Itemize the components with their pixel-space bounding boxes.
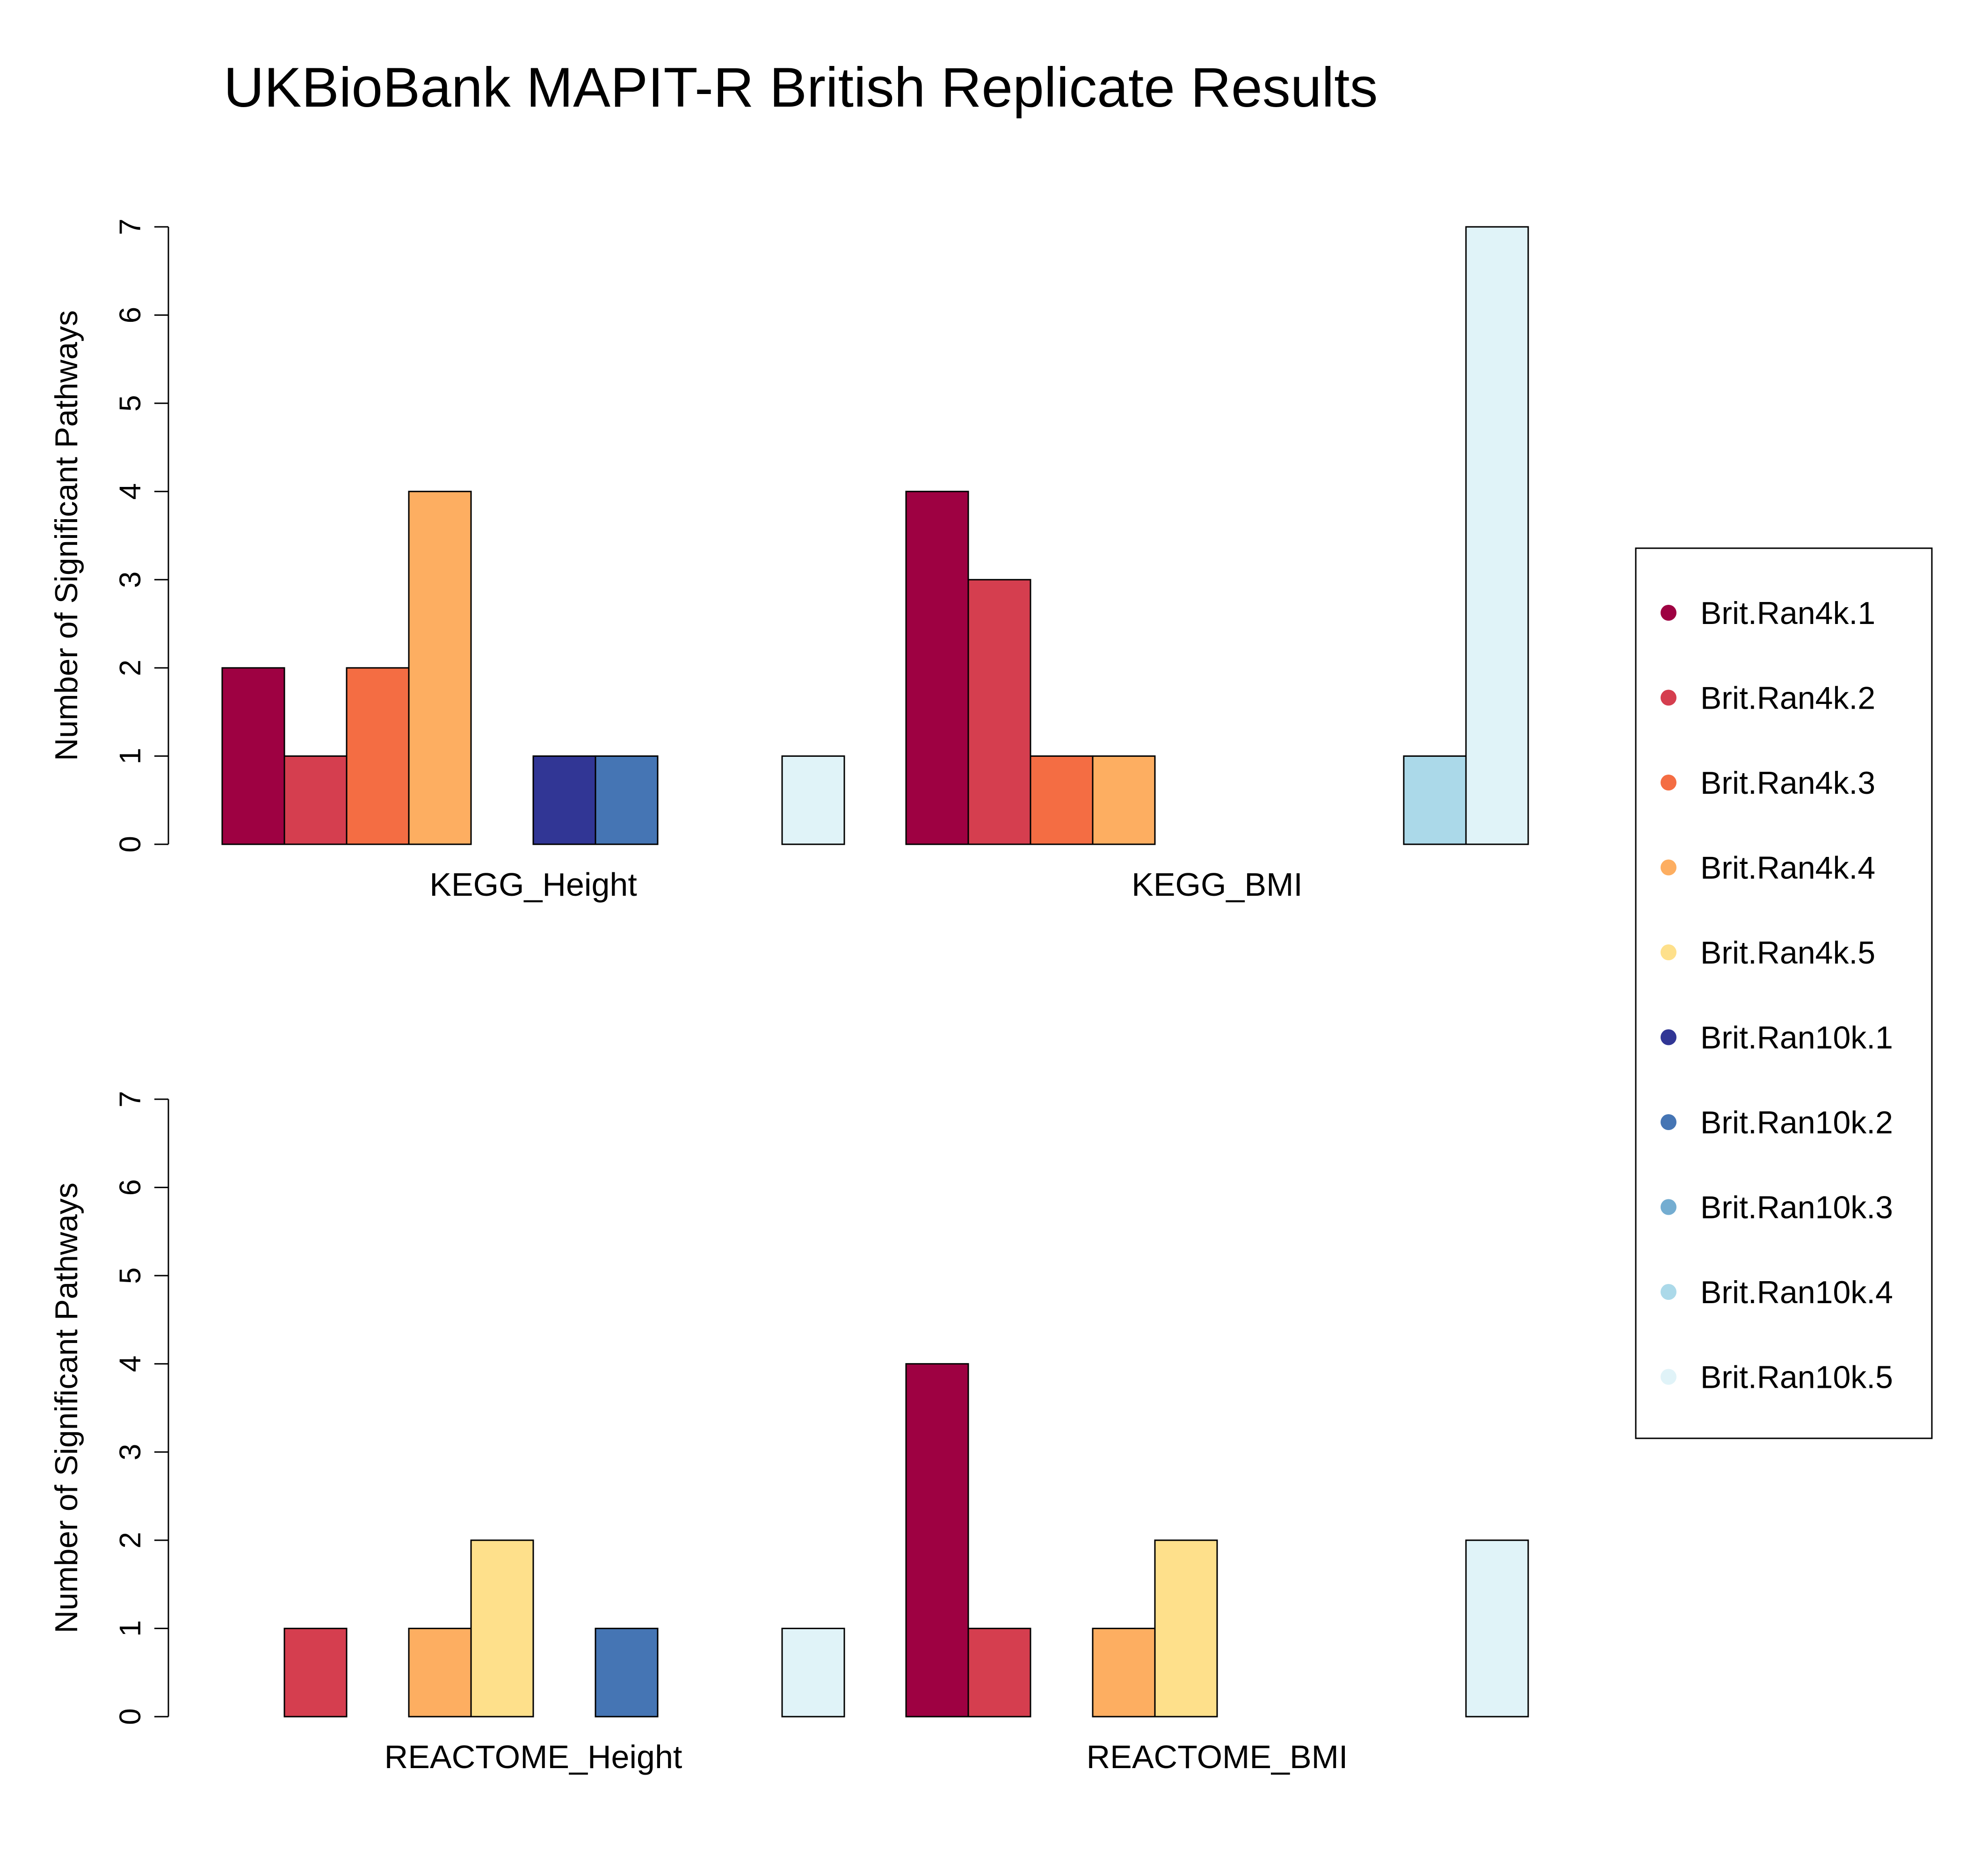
y-tick-label: 4 <box>113 483 147 500</box>
category-label: REACTOME_Height <box>385 1739 682 1775</box>
legend-label: Brit.Ran4k.5 <box>1700 935 1875 971</box>
y-tick-label: 2 <box>113 660 147 676</box>
bar <box>1092 755 1156 845</box>
legend: Brit.Ran4k.1 Brit.Ran4k.2 Brit.Ran4k.3 Brit… <box>1635 547 1933 1439</box>
legend-label: Brit.Ran10k.2 <box>1700 1105 1893 1140</box>
bar <box>1465 226 1529 845</box>
legend-marker <box>1661 944 1676 960</box>
legend-label: Brit.Ran4k.3 <box>1700 765 1875 801</box>
bar <box>1403 755 1467 845</box>
y-tick-label: 3 <box>113 571 147 588</box>
bar <box>967 579 1031 845</box>
legend-marker <box>1661 859 1676 876</box>
category-label: KEGG_Height <box>429 866 637 903</box>
legend-label: Brit.Ran10k.4 <box>1700 1275 1893 1310</box>
legend-item: Brit.Ran10k.5 <box>1661 1360 1893 1395</box>
y-tick-label: 5 <box>113 1267 147 1284</box>
legend-item: Brit.Ran4k.1 <box>1661 595 1875 631</box>
legend-label: Brit.Ran10k.3 <box>1700 1190 1893 1226</box>
bar <box>283 1627 348 1718</box>
category-label: REACTOME_BMI <box>1087 1739 1348 1775</box>
bar <box>1154 1539 1218 1718</box>
legend-item: Brit.Ran4k.3 <box>1661 765 1875 801</box>
y-axis-label: Number of Significant Pathways <box>49 1182 84 1633</box>
category-label: KEGG_BMI <box>1132 866 1303 903</box>
legend-label: Brit.Ran10k.5 <box>1700 1360 1893 1395</box>
y-tick-label: 6 <box>113 1179 147 1196</box>
legend-label: Brit.Ran4k.1 <box>1700 595 1875 631</box>
bar-group <box>905 1363 1529 1718</box>
legend-item: Brit.Ran10k.4 <box>1661 1275 1893 1310</box>
legend-item: Brit.Ran4k.2 <box>1661 681 1875 716</box>
legend-label: Brit.Ran4k.4 <box>1700 850 1875 886</box>
bar <box>967 1627 1031 1718</box>
y-tick-label: 1 <box>113 748 147 765</box>
legend-label: Brit.Ran10k.1 <box>1700 1020 1893 1056</box>
bar <box>408 1627 472 1718</box>
legend-marker <box>1661 775 1676 790</box>
chart-panels: 0 1 2 3 4 5 6 7 Number of Significant Pathways KE… <box>49 218 1529 1775</box>
legend-box <box>1635 547 1933 1439</box>
bar <box>1465 1539 1529 1718</box>
legend-label: Brit.Ran4k.2 <box>1700 681 1875 716</box>
y-tick-label: 2 <box>113 1532 147 1549</box>
legend-item: Brit.Ran4k.5 <box>1661 935 1875 971</box>
bar-group <box>283 1539 845 1718</box>
legend-marker <box>1661 1114 1676 1130</box>
bar <box>532 755 596 845</box>
bar <box>595 1627 659 1718</box>
panel-1: 0 1 2 3 4 5 6 7 Number of Significant Pathways KE… <box>49 218 1529 903</box>
y-tick-label: 1 <box>113 1620 147 1637</box>
bar <box>905 1363 969 1718</box>
legend-item: Brit.Ran10k.2 <box>1661 1105 1893 1140</box>
legend-item: Brit.Ran10k.3 <box>1661 1190 1893 1226</box>
bar <box>408 491 472 845</box>
bar <box>781 1627 845 1718</box>
y-tick-label: 3 <box>113 1443 147 1460</box>
y-tick-label: 7 <box>113 218 147 235</box>
y-tick-label: 5 <box>113 395 147 412</box>
legend-marker <box>1661 1284 1676 1300</box>
y-tick-label: 6 <box>113 307 147 324</box>
chart-title: UKBioBank MAPIT-R British Replicate Resu… <box>224 56 1378 119</box>
legend-marker <box>1661 1029 1676 1045</box>
bar <box>346 667 410 845</box>
y-tick-label: 0 <box>113 1708 147 1725</box>
y-tick-label: 7 <box>113 1091 147 1108</box>
y-tick-label: 4 <box>113 1356 147 1372</box>
legend-marker <box>1661 605 1676 621</box>
legend-marker <box>1661 1369 1676 1385</box>
bar <box>1030 755 1094 845</box>
bar <box>905 491 969 845</box>
bar <box>1092 1627 1156 1718</box>
legend-item: Brit.Ran4k.4 <box>1661 850 1875 886</box>
panel-2: 0 1 2 3 4 5 6 7 Number of Significant Pathways RE… <box>49 1091 1529 1775</box>
bar-group <box>905 226 1529 845</box>
legend-marker <box>1661 1199 1676 1215</box>
legend-marker <box>1661 689 1676 706</box>
y-axis-label: Number of Significant Pathways <box>49 310 84 761</box>
bar <box>221 667 285 845</box>
bar-group <box>221 491 845 845</box>
bar <box>283 755 348 845</box>
bar <box>781 755 845 845</box>
legend-item: Brit.Ran10k.1 <box>1661 1020 1893 1056</box>
bar <box>470 1539 534 1718</box>
bar <box>595 755 659 845</box>
y-tick-label: 0 <box>113 836 147 853</box>
